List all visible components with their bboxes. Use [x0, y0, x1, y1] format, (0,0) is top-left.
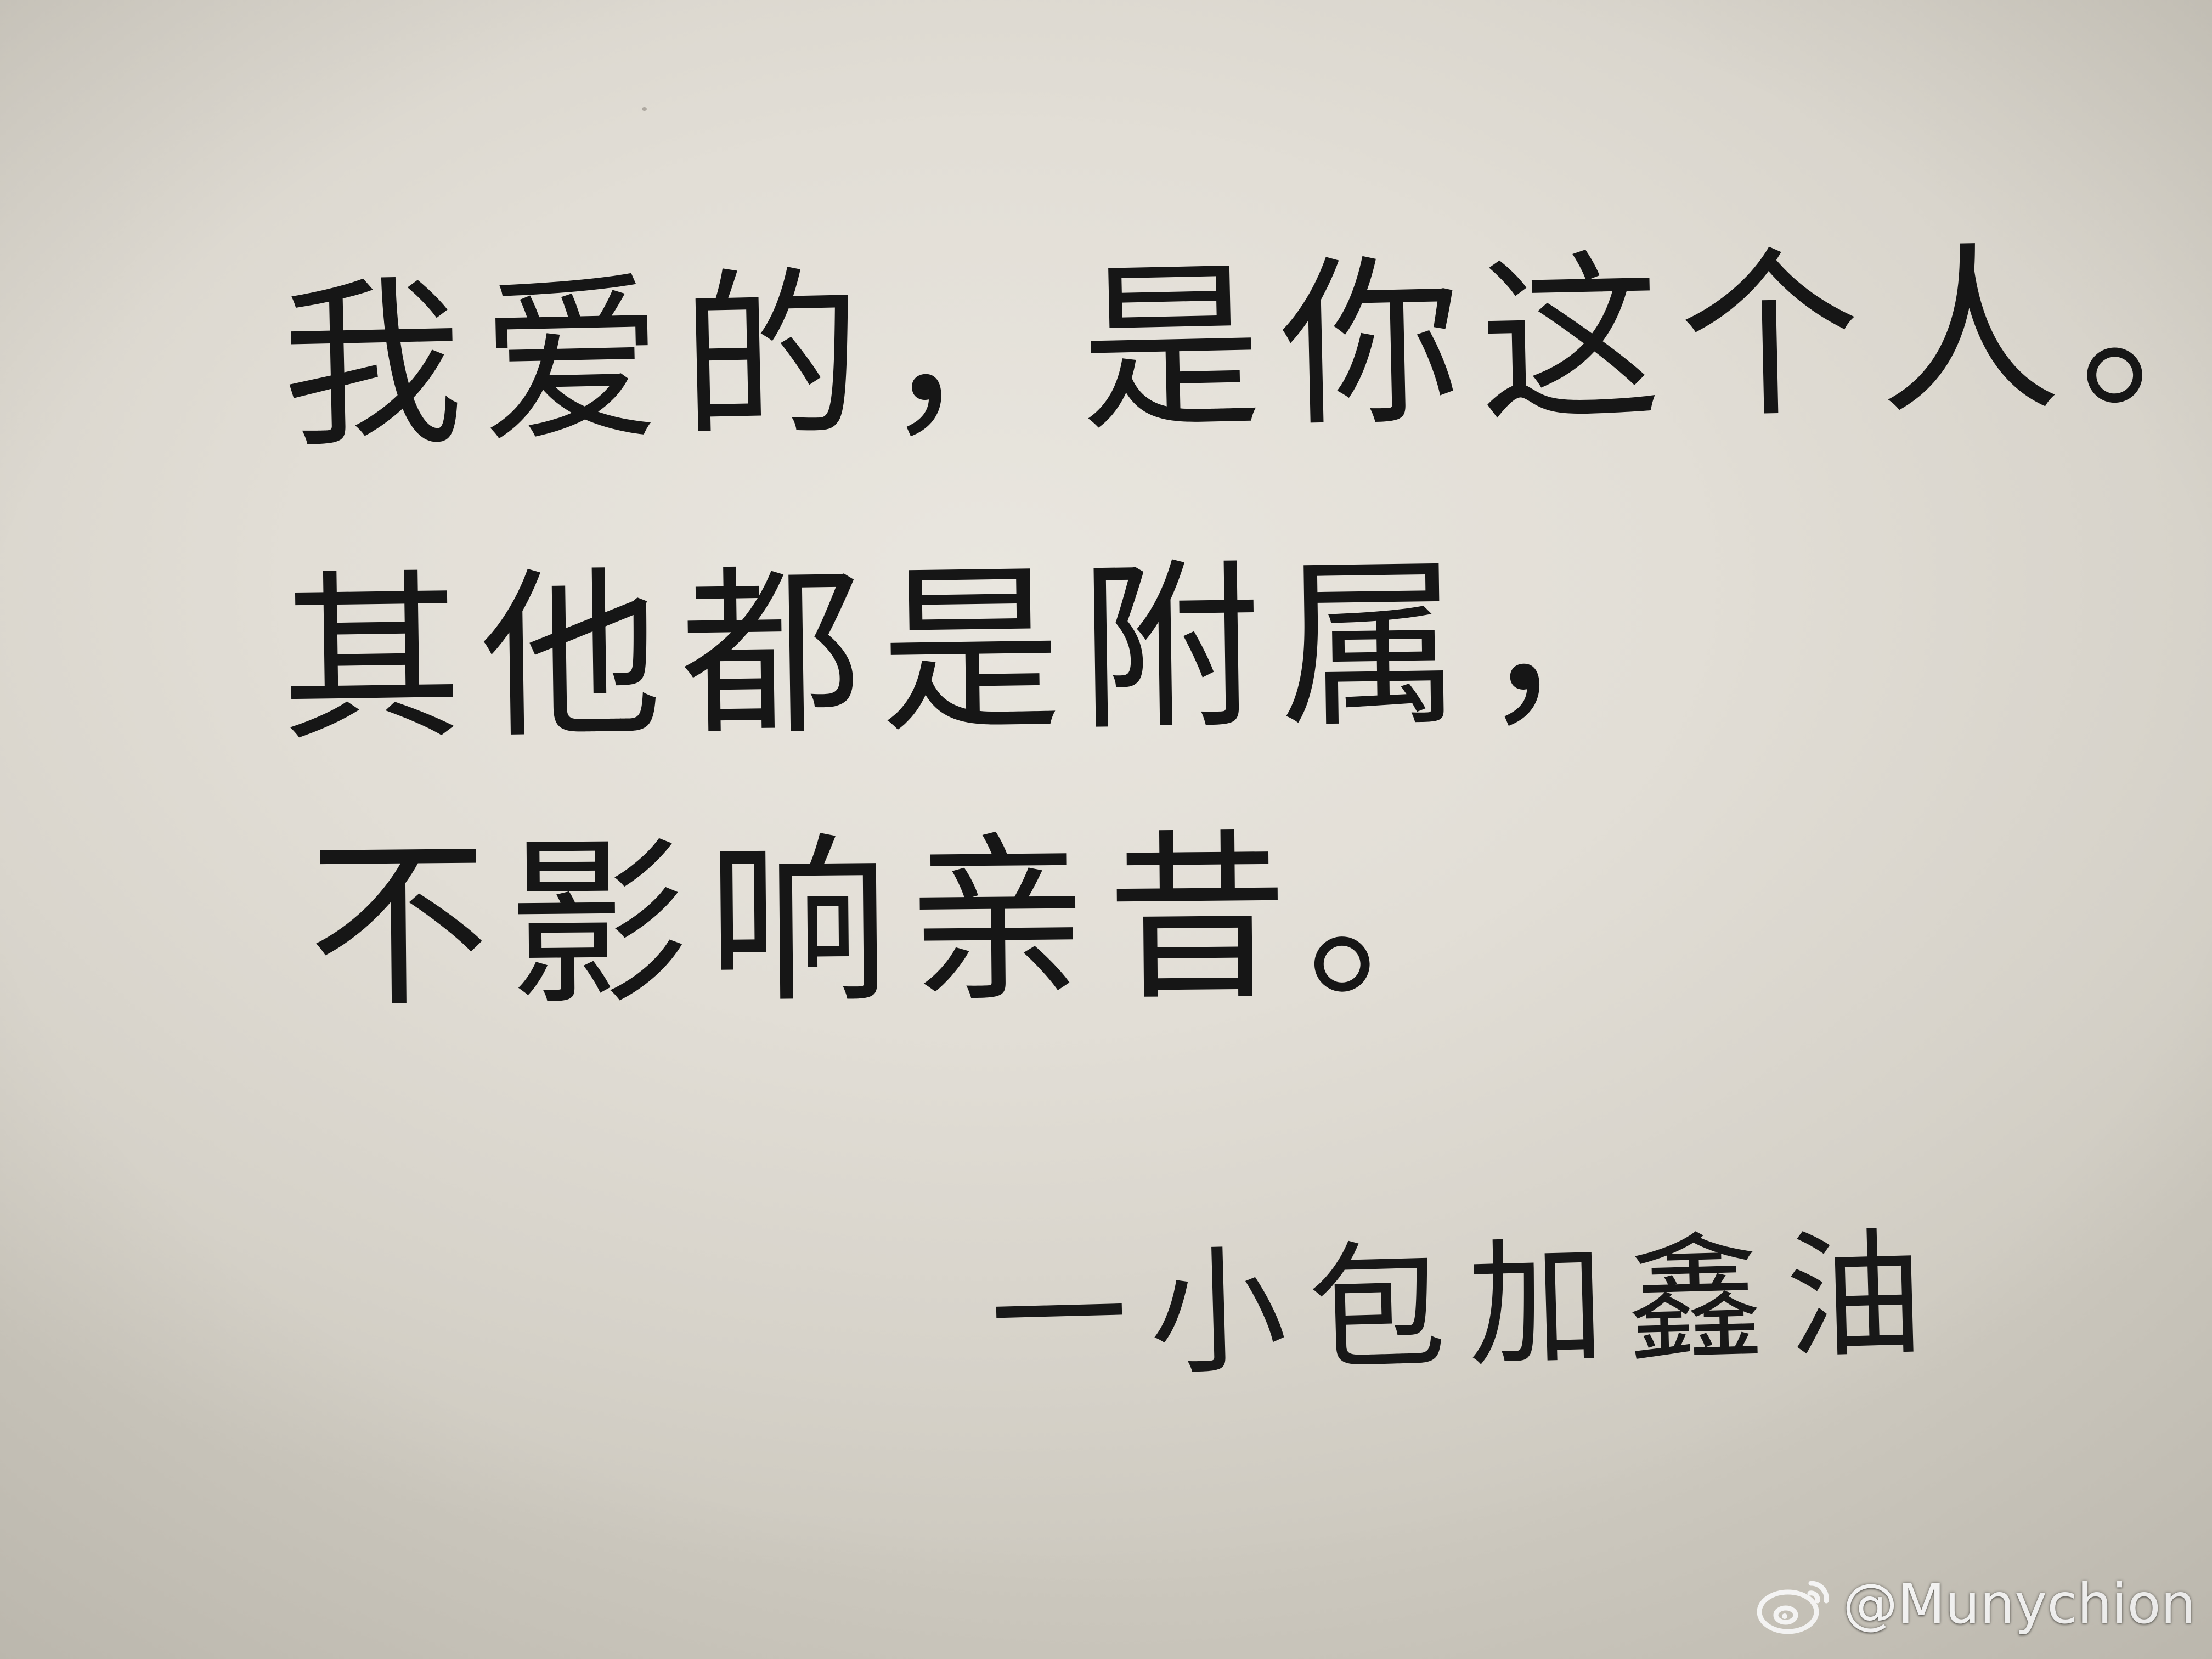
weibo-icon	[1757, 1581, 1829, 1634]
note-line-2: 其他都是附属，	[279, 536, 1680, 766]
note-line-3: 不影响亲昔。	[307, 811, 1508, 1032]
note-line-1: 我爱的，是你这个人。	[279, 220, 2212, 473]
paper-speck	[1404, 571, 1409, 574]
watermark-handle: @Munychion	[1843, 1572, 2196, 1636]
paper-speck	[642, 107, 647, 111]
weibo-watermark: @Munychion	[1754, 1571, 2196, 1637]
signature: 一小包加鑫油	[988, 1214, 1947, 1398]
